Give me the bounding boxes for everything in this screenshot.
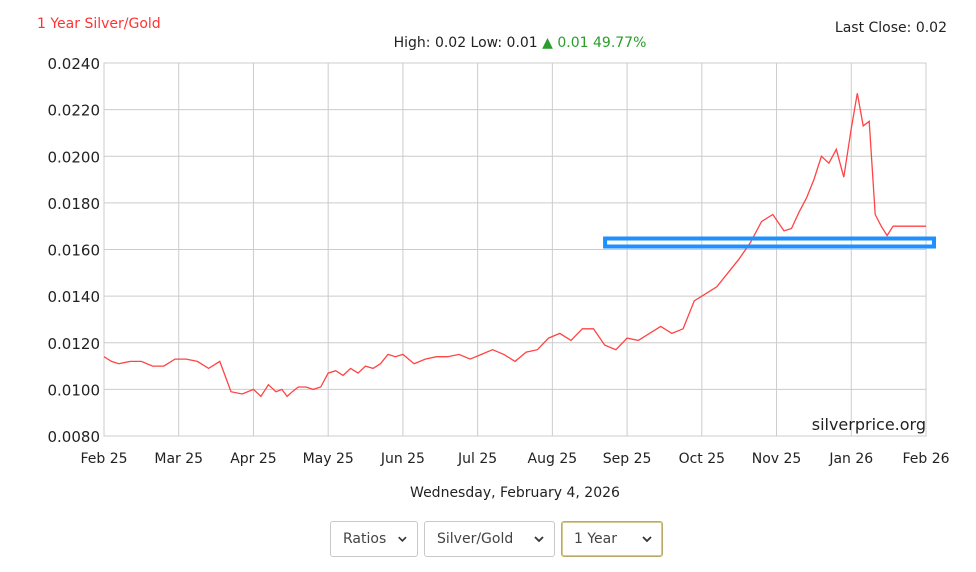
x-tick-label: Feb 26: [902, 451, 949, 467]
period-select-label: 1 Year: [574, 531, 617, 547]
metal-pair-select-label: Silver/Gold: [437, 531, 514, 547]
x-tick-label: Sep 25: [603, 451, 652, 467]
x-tick-label: Oct 25: [679, 451, 725, 467]
x-tick-label: Feb 25: [80, 451, 127, 467]
x-tick-label: Jan 26: [828, 451, 873, 467]
change-value: 0.01 49.77%: [557, 35, 647, 51]
y-tick-label: 0.0160: [48, 242, 101, 260]
y-tick-label: 0.0200: [48, 148, 101, 166]
x-tick-label: Jul 25: [457, 451, 497, 467]
y-tick-label: 0.0240: [48, 55, 101, 73]
up-arrow-icon: ▲: [542, 35, 553, 51]
ratios-select[interactable]: Ratios: [330, 521, 418, 557]
x-tick-label: Mar 25: [154, 451, 203, 467]
price-chart: 0.0240 0.0220 0.0200 0.0180 0.0160 0.0140 0.01…: [48, 55, 950, 467]
date-label: Wednesday, February 4, 2026: [410, 485, 620, 501]
y-tick-label: 0.0220: [48, 102, 101, 120]
chevron-down-icon: [398, 536, 407, 542]
watermark: silverprice.org: [812, 415, 926, 434]
last-close: Last Close: 0.02: [834, 20, 947, 36]
series-line: [103, 93, 926, 398]
metal-pair-select[interactable]: Silver/Gold: [424, 521, 555, 557]
y-tick-label: 0.0100: [48, 381, 101, 399]
chart-title: 1 Year Silver/Gold: [37, 16, 161, 32]
x-tick-label: Nov 25: [752, 451, 802, 467]
price-stats: High: 0.02 Low: 0.01 ▲ 0.01 49.77%: [0, 35, 976, 51]
high-low: High: 0.02 Low: 0.01: [393, 35, 538, 51]
controls-bar: Ratios Silver/Gold 1 Year: [330, 521, 663, 557]
x-tick-label: Jun 25: [380, 451, 425, 467]
highlight-rect: [603, 236, 936, 249]
chevron-down-icon: [534, 536, 544, 543]
y-tick-label: 0.0080: [48, 428, 101, 446]
chevron-down-icon: [642, 536, 652, 543]
y-tick-label: 0.0180: [48, 195, 101, 213]
x-tick-label: May 25: [303, 451, 354, 467]
period-select[interactable]: 1 Year: [561, 521, 663, 557]
ratios-select-label: Ratios: [343, 531, 387, 547]
y-tick-label: 0.0140: [48, 288, 101, 306]
x-tick-label: Apr 25: [230, 451, 276, 467]
y-tick-label: 0.0120: [48, 335, 101, 353]
x-tick-label: Aug 25: [528, 451, 578, 467]
